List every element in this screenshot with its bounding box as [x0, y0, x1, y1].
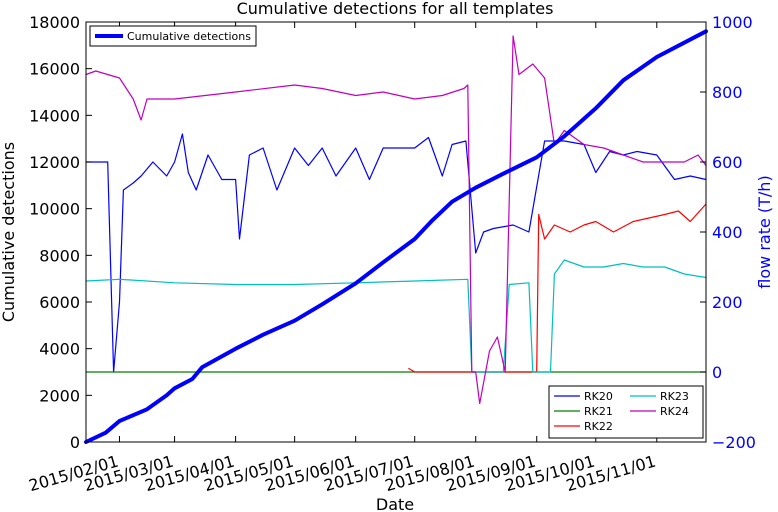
legend-label-rk24: RK24	[660, 405, 689, 418]
series-line-rk24	[85, 35, 707, 405]
y-right-tick-label: 1000	[712, 13, 753, 32]
y-right-tick-label: 400	[712, 223, 743, 242]
chart-title: Cumulative detections for all templates	[237, 0, 554, 18]
y-right-tick-label: 600	[712, 153, 743, 172]
legend-label-rk22: RK22	[584, 420, 613, 433]
y-left-tick-label: 12000	[29, 153, 80, 172]
x-axis-title: Date	[376, 495, 414, 512]
y-axis-left: 0 2000 4000 6000 8000 10000 12000 14000 16000 180…	[29, 13, 92, 452]
legend-lower-right: RK20 RK21 RK22 RK23 RK24	[548, 385, 704, 439]
y-left-tick-label: 14000	[29, 106, 80, 125]
legend-label-rk21: RK21	[584, 405, 613, 418]
y-axis-right: −200 0 200 400 600 800 1000	[700, 13, 756, 452]
series-line-rk22	[408, 203, 707, 373]
legend-box	[89, 25, 257, 47]
y-right-tick-label: −200	[712, 433, 756, 452]
y-right-tick-label: 0	[712, 363, 722, 382]
y-left-tick-label: 2000	[39, 386, 80, 405]
y-axis-right-title: flow rate (T/h)	[755, 175, 774, 288]
y-left-tick-label: 18000	[29, 13, 80, 32]
series-line-cumulative-detections	[84, 29, 708, 444]
y-left-tick-label: 6000	[39, 293, 80, 312]
y-left-tick-label: 16000	[29, 60, 80, 79]
series-line-rk23	[85, 259, 707, 373]
legend-upper-left: Cumulative detections	[89, 25, 257, 47]
y-right-tick-label: 800	[712, 83, 743, 102]
legend-label-rk20: RK20	[584, 390, 613, 403]
y-left-tick-label: 8000	[39, 246, 80, 265]
y-left-tick-label: 4000	[39, 340, 80, 359]
y-left-tick-label: 10000	[29, 200, 80, 219]
legend-label-rk23: RK23	[660, 390, 689, 403]
plot-lines	[84, 29, 708, 444]
y-left-tick-label: 0	[70, 433, 80, 452]
y-right-tick-label: 200	[712, 293, 743, 312]
legend-label-cumulative: Cumulative detections	[127, 30, 251, 43]
legend-box	[548, 385, 704, 439]
y-axis-left-title: Cumulative detections	[0, 142, 18, 322]
